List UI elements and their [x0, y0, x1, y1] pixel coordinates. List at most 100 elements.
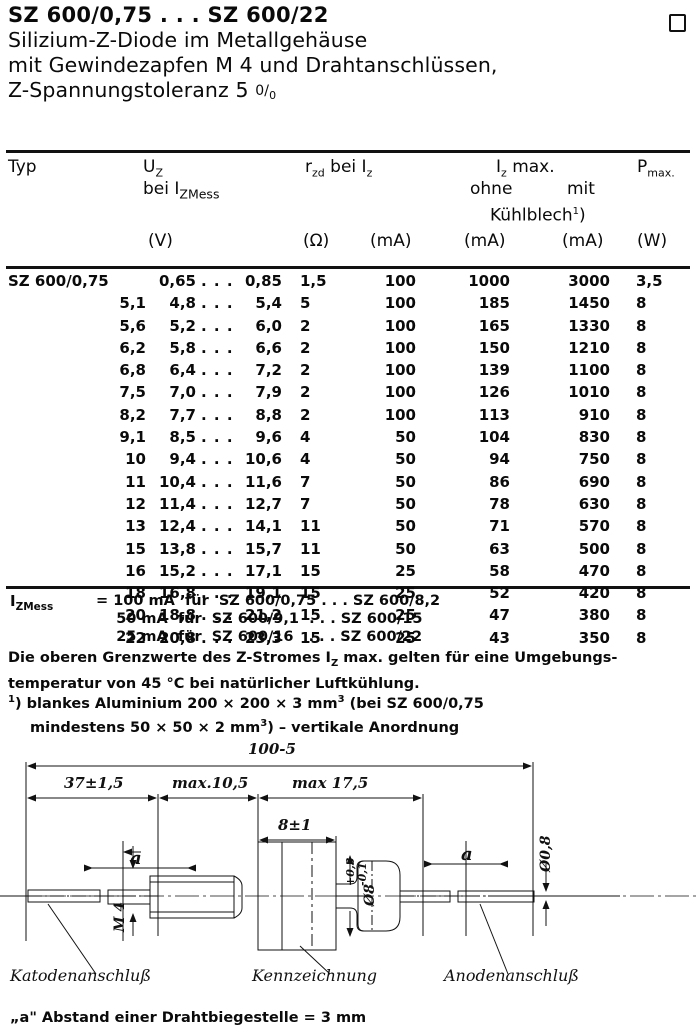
- cell-uz-min: 7,0: [169, 383, 196, 402]
- table-row: 5,1 4,8 . . . 5,4 5 100 185 1450 8: [0, 294, 700, 316]
- table-rule-bottom: [6, 586, 690, 589]
- cell-iz-max-mit: 1100: [568, 361, 610, 380]
- cell-iz-max-mit: 1010: [568, 383, 610, 402]
- cell-iz-test: 50: [395, 539, 416, 558]
- cell-rzd: 15: [300, 628, 321, 647]
- cell-range-dots: . . .: [201, 338, 234, 357]
- cell-uz-min: 12,4: [158, 517, 196, 536]
- cell-uz-max: 14,1: [244, 517, 282, 536]
- cell-uz-max: 12,7: [244, 494, 282, 513]
- cell-typ: 22: [125, 628, 146, 647]
- dim-total-length: 100-5: [248, 740, 296, 758]
- cell-uz-min: 13,8: [158, 539, 196, 558]
- cell-typ: 5,1: [119, 294, 146, 313]
- col-header-uz: UZ: [143, 157, 163, 180]
- cell-range-dots: . . .: [201, 472, 234, 491]
- cell-typ: 13: [125, 517, 146, 536]
- cell-iz-max-ohne: 47: [489, 606, 510, 625]
- cell-iz-max-ohne: 113: [478, 405, 510, 424]
- cell-uz-min: 9,4: [169, 450, 196, 469]
- cell-typ: 6,8: [119, 361, 146, 380]
- cell-iz-max-mit: 380: [578, 606, 610, 625]
- cell-iz-max-mit: 570: [578, 517, 610, 536]
- cell-iz-max-mit: 350: [578, 628, 610, 647]
- dim-a-right: a: [461, 844, 473, 865]
- cell-uz-min: 0,65: [158, 272, 196, 290]
- col-header-mit: mit: [567, 179, 595, 199]
- cell-rzd: 11: [300, 539, 321, 558]
- cell-rzd: 11: [300, 517, 321, 536]
- cell-iz-max-ohne: 104: [478, 428, 510, 447]
- cell-uz-max: 9,6: [255, 428, 282, 447]
- cell-iz-max-mit: 690: [578, 472, 610, 491]
- cell-iz-test: 100: [384, 383, 416, 402]
- cell-rzd: 4: [300, 450, 311, 469]
- table-row: 12 11,4 . . . 12,7 7 50 78 630 8: [0, 495, 700, 517]
- cell-range-dots: . . .: [201, 561, 234, 580]
- callout-cathode: Katodenanschluß: [10, 966, 151, 985]
- cell-range-dots: . . .: [201, 494, 234, 513]
- cell-rzd: 2: [300, 338, 311, 357]
- col-header-typ: Typ: [8, 157, 37, 177]
- cell-range-dots: . . .: [201, 316, 234, 335]
- note-a-distance: „a" Abstand einer Drahtbiegestelle = 3 m…: [10, 1010, 367, 1026]
- cell-rzd: 7: [300, 472, 311, 491]
- cell-pmax: 8: [636, 294, 647, 313]
- cell-iz-max-mit: 3000: [568, 272, 610, 290]
- dim-m4: M 4: [112, 901, 128, 932]
- cell-uz-min: 5,2: [169, 316, 196, 335]
- table-row: 6,2 5,8 . . . 6,6 2 100 150 1210 8: [0, 339, 700, 361]
- dim-max-10-5: max.10,5: [172, 774, 249, 792]
- cell-uz-min: 4,8: [169, 294, 196, 313]
- col-header-ohne: ohne: [470, 179, 513, 199]
- cell-rzd: 5: [300, 294, 311, 313]
- cell-pmax: 8: [636, 316, 647, 335]
- table-row: 5,6 5,2 . . . 6,0 2 100 165 1330 8: [0, 317, 700, 339]
- cell-pmax: 8: [636, 450, 647, 469]
- cell-rzd: 7: [300, 494, 311, 513]
- cell-iz-max-mit: 470: [578, 561, 610, 580]
- table-row: 11 10,4 . . . 11,6 7 50 86 690 8: [0, 473, 700, 495]
- dim-max-17-5: max 17,5: [292, 774, 369, 792]
- cell-iz-test: 100: [384, 272, 416, 290]
- izmess-values: = 100 mA für SZ 600/0,75 . . . SZ 600/8,…: [96, 593, 441, 645]
- cell-rzd: 15: [300, 606, 321, 625]
- izmess-label: IZMess: [10, 592, 54, 613]
- cell-uz-max: 15,7: [244, 539, 282, 558]
- cell-uz-min: 8,5: [169, 428, 196, 447]
- cell-pmax: 8: [636, 606, 647, 625]
- cell-iz-max-ohne: 126: [478, 383, 510, 402]
- cell-typ: 5,6: [119, 316, 146, 335]
- cell-pmax: 8: [636, 338, 647, 357]
- cell-iz-max-ohne: 139: [478, 361, 510, 380]
- dim-dia-8: Ø8: [362, 884, 378, 906]
- cell-iz-max-mit: 500: [578, 539, 610, 558]
- cell-iz-max-ohne: 63: [489, 539, 510, 558]
- cell-range-dots: . . .: [201, 584, 234, 603]
- cell-iz-max-ohne: 58: [489, 561, 510, 580]
- cell-typ: SZ 600/0,75: [8, 272, 109, 290]
- cell-iz-max-ohne: 86: [489, 472, 510, 491]
- table-row: 15 13,8 . . . 15,7 11 50 63 500 8: [0, 540, 700, 562]
- table-row: 7,5 7,0 . . . 7,9 2 100 126 1010 8: [0, 383, 700, 405]
- cell-iz-max-ohne: 43: [489, 628, 510, 647]
- col-header-uz-sub: bei IZMess: [143, 179, 220, 202]
- percent-glyph: 0/0: [255, 83, 277, 102]
- cell-uz-max: 21,2: [244, 606, 282, 625]
- cell-iz-test: 25: [395, 561, 416, 580]
- cell-range-dots: . . .: [201, 383, 234, 402]
- table-rule-mid: [6, 266, 690, 269]
- cell-pmax: 8: [636, 361, 647, 380]
- cell-typ: 6,2: [119, 338, 146, 357]
- cell-pmax: 8: [636, 517, 647, 536]
- cell-typ: 10: [125, 450, 146, 469]
- cell-range-dots: . . .: [201, 428, 234, 447]
- cell-uz-max: 17,1: [244, 561, 282, 580]
- table-row: 8,2 7,7 . . . 8,8 2 100 113 910 8: [0, 406, 700, 428]
- cell-uz-max: 19,1: [244, 584, 282, 603]
- cell-iz-max-mit: 830: [578, 428, 610, 447]
- cell-uz-max: 8,8: [255, 405, 282, 424]
- dim-dia-0-8: Ø0,8: [538, 835, 554, 872]
- dim-8-pm-1: 8±1: [278, 816, 312, 834]
- cell-rzd: 1,5: [300, 272, 327, 290]
